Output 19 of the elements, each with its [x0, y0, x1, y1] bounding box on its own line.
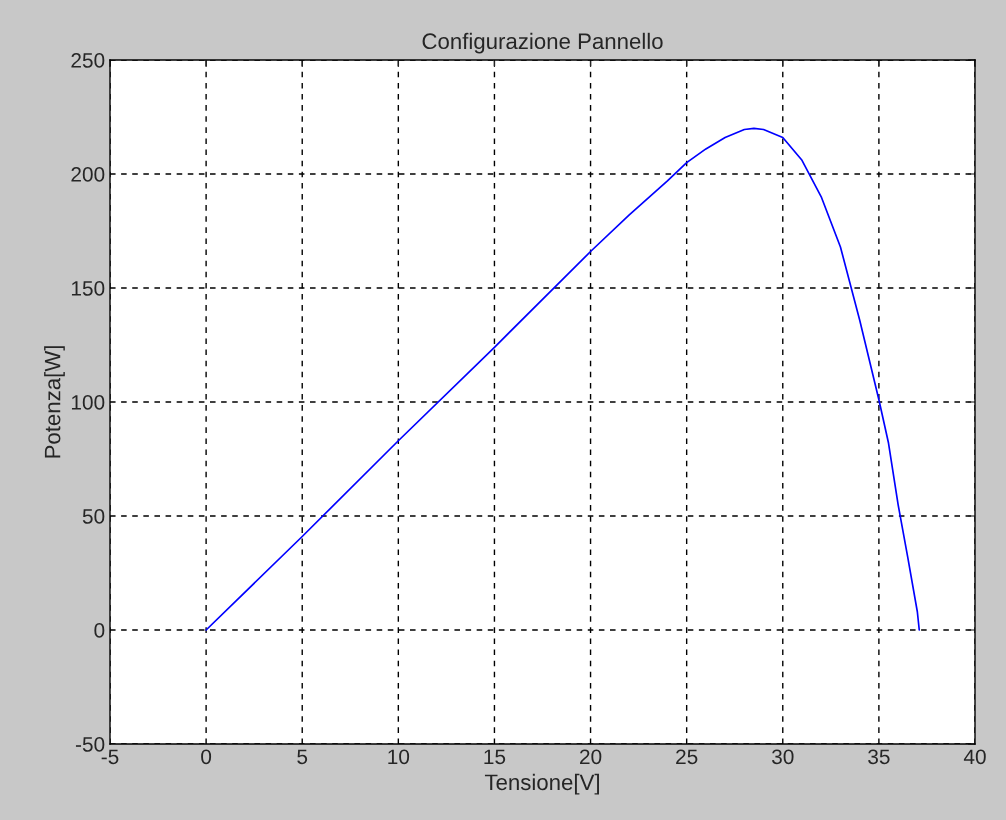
y-tick-label: 0: [94, 623, 105, 638]
x-tick-label: 10: [388, 749, 410, 765]
x-tick-label: 40: [963, 749, 986, 765]
y-tick-label: 250: [71, 53, 105, 68]
y-tick-label: 50: [82, 509, 105, 524]
y-tick-label: 150: [71, 281, 105, 296]
x-axis-title: Tensione[V]: [484, 773, 599, 795]
chart-title: Configurazione Pannello: [422, 32, 663, 54]
x-tick-label: 20: [580, 749, 602, 765]
x-tick-label: 0: [201, 749, 212, 765]
line-series: [205, 127, 921, 631]
x-tick-label: 25: [676, 749, 698, 765]
y-tick-label: 200: [71, 167, 105, 182]
x-tick-label: 5: [297, 749, 308, 765]
y-tick-label: 100: [71, 395, 105, 410]
x-tick-label: 35: [868, 749, 890, 765]
x-tick-label: 15: [484, 749, 506, 765]
y-axis-title: Potenza[W]: [44, 346, 65, 458]
x-tick-label: 30: [771, 749, 794, 765]
